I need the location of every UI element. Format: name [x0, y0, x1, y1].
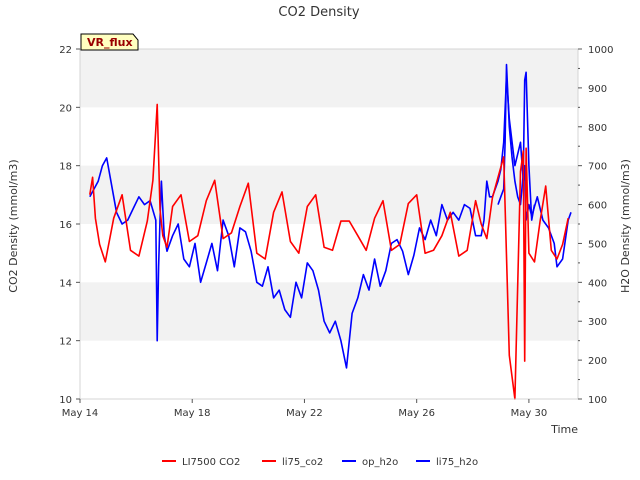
series-lines	[89, 63, 572, 400]
left-tick-label: 22	[59, 45, 72, 56]
x-tick-label: May 14	[62, 408, 99, 419]
x-tick-label: May 18	[174, 408, 211, 419]
legend-label: LI7500 CO2	[182, 457, 240, 468]
vr-flux-badge: VR_flux	[80, 33, 139, 51]
left-tick-label: 14	[59, 278, 72, 289]
legend-label: li75_co2	[282, 457, 323, 468]
left-tick-label: 10	[59, 395, 72, 406]
right-tick-label: 400	[588, 278, 607, 289]
legend-item-li75-co2: li75_co2	[262, 457, 323, 468]
right-tick-label: 500	[588, 239, 607, 250]
right-tick-label: 900	[588, 84, 607, 95]
x-tick-label: May 30	[511, 408, 548, 419]
x-axis-label: Time	[550, 423, 578, 436]
legend-label: op_h2o	[362, 457, 398, 468]
legend-item-li75-h2o: li75_h2o	[416, 457, 478, 468]
right-tick-label: 800	[588, 123, 607, 134]
right-tick-label: 1000	[588, 45, 613, 56]
left-tick-label: 18	[59, 162, 72, 173]
left-tick-label: 16	[59, 220, 72, 231]
x-tick-label: May 26	[398, 408, 435, 419]
right-y-axis: 100 200 300 400 500 600 700 800 900 1000	[578, 45, 613, 406]
legend-item-op-h2o: op_h2o	[342, 457, 398, 468]
legend-label: li75_h2o	[436, 457, 478, 468]
series-line-op-h2o	[89, 75, 572, 369]
band-2	[80, 49, 578, 108]
right-tick-label: 300	[588, 317, 607, 328]
right-axis-label: H2O Density (mmol/m3)	[619, 159, 632, 293]
legend: LI7500 CO2 li75_co2 op_h2o li75_h2o	[162, 457, 478, 468]
right-tick-label: 100	[588, 395, 607, 406]
right-tick-label: 200	[588, 356, 607, 367]
badge-label: VR_flux	[87, 36, 133, 49]
right-tick-label: 600	[588, 201, 607, 212]
left-tick-label: 12	[59, 337, 72, 348]
x-tick-label: May 22	[286, 408, 323, 419]
series-line-li75-co2	[89, 103, 569, 400]
left-y-axis: 10 12 14 16 18 20 22	[59, 45, 80, 406]
background-bands	[80, 49, 578, 341]
chart-title: CO2 Density	[278, 5, 359, 20]
badge-shape	[80, 33, 139, 51]
x-axis: May 14 May 18 May 22 May 26 May 30	[62, 399, 547, 419]
right-tick-label: 700	[588, 162, 607, 173]
left-axis-label: CO2 Density (mmol/m3)	[7, 159, 20, 292]
legend-item-li7500-co2: LI7500 CO2	[162, 457, 240, 468]
left-tick-label: 20	[59, 103, 72, 114]
